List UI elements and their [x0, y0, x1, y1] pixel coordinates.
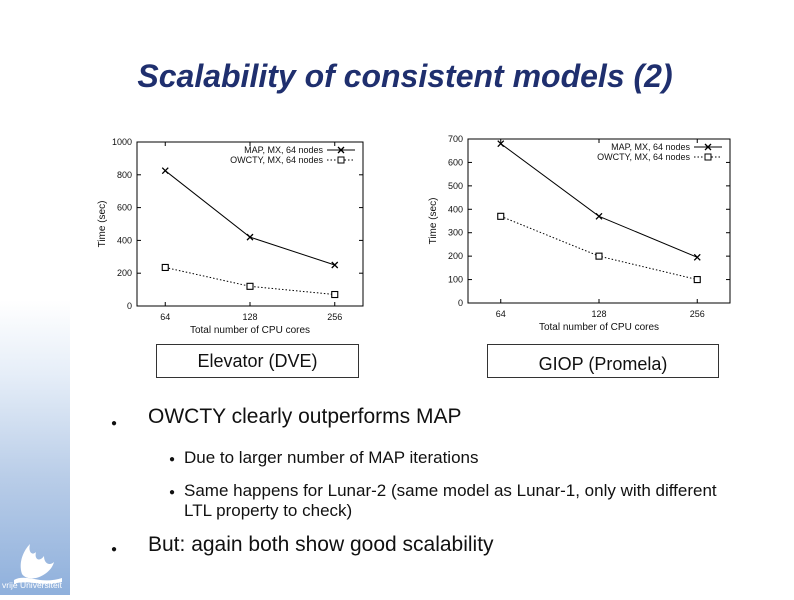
logo-text: vrije Universiteit: [2, 580, 62, 590]
giop-xtick-label: 64: [496, 309, 506, 319]
elevator-ytick-label: 200: [117, 268, 132, 278]
bullet-main-2: But: again both show good scalability: [148, 533, 494, 556]
elevator-xtick-label: 64: [160, 312, 170, 322]
elevator-legend-label: MAP, MX, 64 nodes: [244, 145, 323, 155]
elevator-ytick-label: 1000: [112, 137, 132, 147]
chart-giop-svg: 0 100 200 300 400 500 600 700 64 128 256 Total numb…: [428, 134, 731, 333]
giop-point-square-marker: [595, 252, 603, 260]
elevator-legend-marker: [337, 156, 345, 164]
giop-xtick-label: 128: [591, 309, 606, 319]
elevator-ytick-label: 800: [117, 170, 132, 180]
elevator-xtick-label: 256: [327, 312, 342, 322]
elevator-ytick-label: 0: [127, 301, 132, 311]
giop-legend-marker: [704, 153, 712, 161]
giop-legend-label: OWCTY, MX, 64 nodes: [597, 152, 690, 162]
caption-elevator: Elevator (DVE): [156, 344, 359, 378]
giop-point-square-marker: [693, 276, 701, 284]
bullet-sub-1: Due to larger number of MAP iterations: [184, 448, 479, 467]
giop-ytick-label: 300: [448, 228, 463, 238]
giop-point-x-marker: [497, 140, 505, 148]
giop-legend-label: MAP, MX, 64 nodes: [611, 142, 690, 152]
caption-giop: GIOP (Promela): [487, 344, 719, 378]
elevator-plot-frame: [136, 141, 364, 307]
slide-title: Scalability of consistent models (2): [137, 58, 673, 94]
chart-elevator: 0 200 400 600 800 1000 64 128 256 Total number of…: [90, 133, 368, 337]
elevator-point-x-marker: [246, 233, 254, 241]
giop-ytick-label: 200: [448, 251, 463, 261]
griffin-logo-icon: [14, 544, 62, 584]
elevator-series-line-1: [165, 266, 335, 296]
giop-ytick-label: 0: [458, 298, 463, 308]
elevator-point-x-marker: [161, 167, 169, 175]
giop-ytick-label: 100: [448, 275, 463, 285]
elevator-ytick-label: 600: [117, 203, 132, 213]
giop-ytick-label: 700: [448, 134, 463, 144]
giop-series-line-1: [500, 215, 698, 281]
elevator-point-square-marker: [331, 290, 339, 299]
bullet-main-1: OWCTY clearly outperforms MAP: [148, 405, 462, 428]
giop-point-x-marker: [595, 212, 603, 220]
giop-x-axis-label: Total number of CPU cores: [539, 322, 659, 333]
elevator-legend-marker: [337, 146, 345, 154]
giop-ytick-label: 600: [448, 157, 463, 167]
bullet-dot-icon: ●: [169, 454, 176, 465]
elevator-ytick-label: 400: [117, 235, 132, 245]
bullet-sub-2: Same happens for Lunar-2 (same model as …: [184, 481, 717, 520]
elevator-point-square-marker: [246, 282, 254, 290]
giop-y-axis-label: Time (sec): [428, 198, 439, 245]
giop-point-x-marker: [693, 253, 701, 261]
decorative-side-band: [0, 300, 70, 595]
elevator-legend-label: OWCTY, MX, 64 nodes: [230, 155, 323, 165]
elevator-point-x-marker: [331, 261, 339, 269]
giop-legend-marker: [704, 143, 712, 151]
elevator-x-axis-label: Total number of CPU cores: [190, 325, 310, 336]
chart-giop: 0 100 200 300 400 500 600 700 64 128 256 Total numb…: [425, 133, 735, 337]
elevator-y-axis-label: Time (sec): [97, 201, 108, 248]
giop-xtick-label: 256: [690, 309, 705, 319]
elevator-series-line-0: [164, 170, 335, 266]
university-logo: [0, 522, 70, 595]
giop-point-square-marker: [497, 212, 505, 220]
elevator-point-square-marker: [161, 263, 169, 272]
bullet-dot-icon: ●: [169, 487, 176, 498]
bullet-dot-icon: ●: [111, 544, 118, 555]
chart-elevator-svg: 0 200 400 600 800 1000 64 128 256 Total number of…: [97, 137, 364, 336]
giop-ytick-label: 500: [448, 181, 463, 191]
bullet-dot-icon: ●: [111, 418, 118, 429]
giop-ytick-label: 400: [448, 204, 463, 214]
elevator-xtick-label: 128: [242, 312, 257, 322]
